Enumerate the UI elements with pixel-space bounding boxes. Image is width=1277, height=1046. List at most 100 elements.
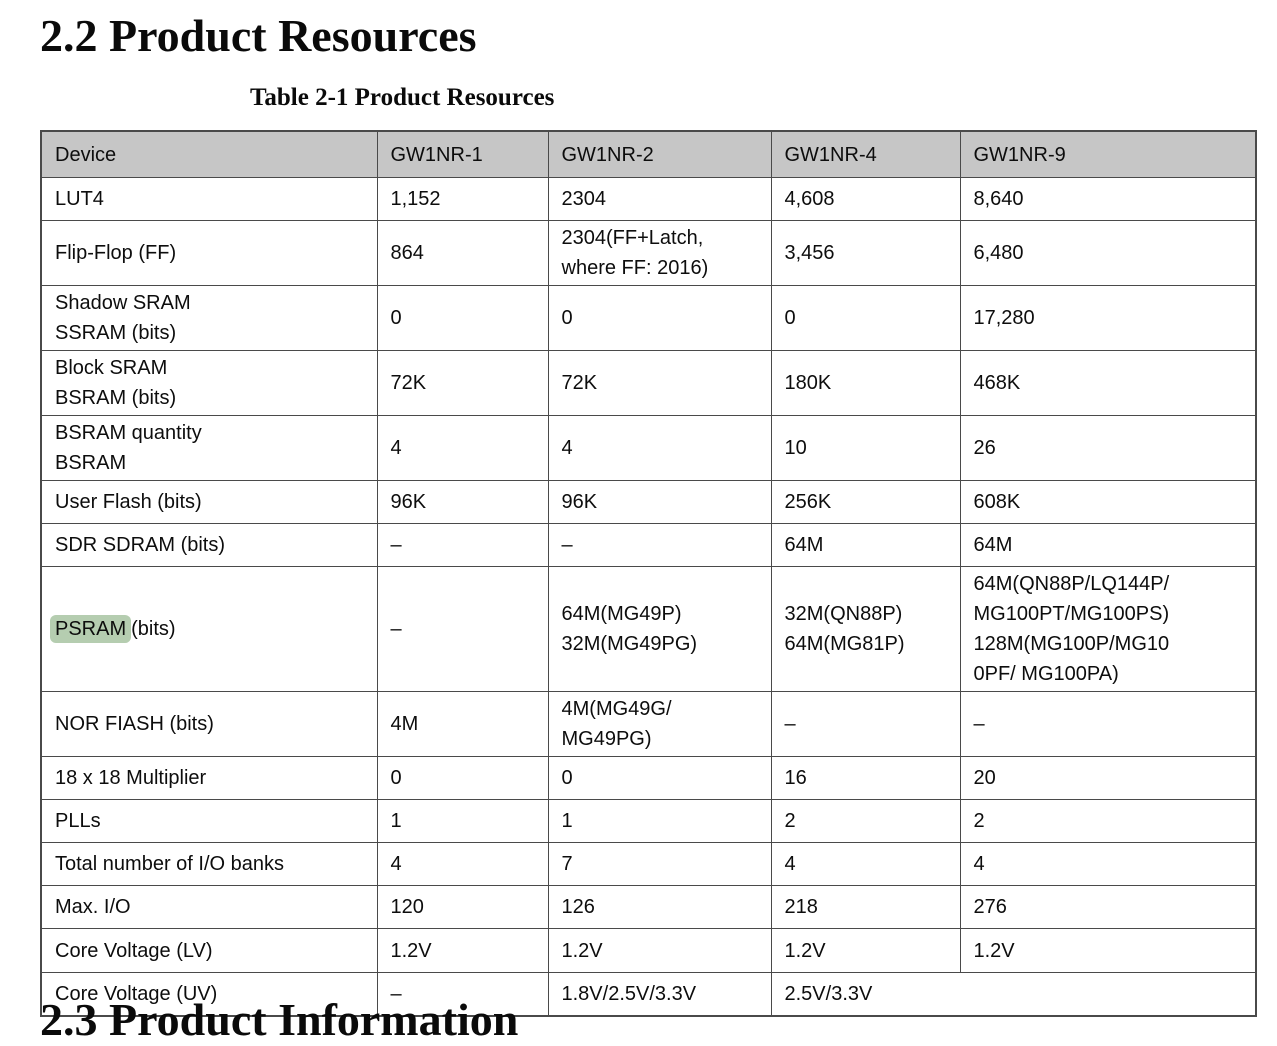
value-cell: 4,608 <box>770 177 961 221</box>
table-caption: Table 2-1 Product Resources <box>250 84 555 111</box>
value-cell: 180K <box>770 350 961 416</box>
value-cell: 64M <box>959 523 1257 567</box>
value-cell: 218 <box>770 885 961 929</box>
value-cell: 2304 <box>547 177 772 221</box>
row-label-cell: NOR FIASH (bits) <box>40 691 378 757</box>
document-page: { "page": { "section_title": "2.2 Produc… <box>40 10 1257 1045</box>
value-cell: 10 <box>770 415 961 481</box>
value-cell: 4M(MG49G/ MG49PG) <box>547 691 772 757</box>
value-cell: 468K <box>959 350 1257 416</box>
table-row: Block SRAM BSRAM (bits) 72K 72K 180K 468K <box>40 350 1257 416</box>
row-label-cell: Block SRAM BSRAM (bits) <box>40 350 378 416</box>
value-cell: 608K <box>959 480 1257 524</box>
value-cell: 26 <box>959 415 1257 481</box>
row-label-cell: Max. I/O <box>40 885 378 929</box>
row-label-cell: Core Voltage (UV) <box>40 972 378 1016</box>
table-row: Core Voltage (LV) 1.2V 1.2V 1.2V 1.2V <box>40 928 1257 973</box>
value-cell: 1.2V <box>770 928 961 973</box>
next-section-title: 2.3 Product Information <box>40 994 519 1045</box>
value-cell: 0 <box>376 285 549 351</box>
value-cell: – <box>376 566 549 692</box>
value-cell: 1 <box>547 799 772 843</box>
value-cell: 2304(FF+Latch, where FF: 2016) <box>547 220 772 286</box>
value-cell: 16 <box>770 756 961 800</box>
table-row: NOR FIASH (bits) 4M 4M(MG49G/ MG49PG) – – <box>40 691 1257 757</box>
value-cell: 0 <box>547 285 772 351</box>
value-cell: 3,456 <box>770 220 961 286</box>
value-cell: 1 <box>376 799 549 843</box>
column-header: GW1NR-9 <box>959 130 1257 178</box>
value-cell: – <box>376 523 549 567</box>
value-cell: 120 <box>376 885 549 929</box>
value-cell: 1.2V <box>547 928 772 973</box>
value-cell: 6,480 <box>959 220 1257 286</box>
value-cell: 276 <box>959 885 1257 929</box>
table-row: Total number of I/O banks 4 7 4 4 <box>40 842 1257 886</box>
value-cell: 4M <box>376 691 549 757</box>
value-cell: 1.8V/2.5V/3.3V <box>547 972 772 1016</box>
value-cell: 72K <box>547 350 772 416</box>
row-label-cell: Total number of I/O banks <box>40 842 378 886</box>
column-header: GW1NR-1 <box>376 130 549 178</box>
value-cell: 4 <box>770 842 961 886</box>
table-row: SDR SDRAM (bits) – –64M 64M <box>40 523 1257 567</box>
value-cell: 1.2V <box>959 928 1257 973</box>
column-header: GW1NR-2 <box>547 130 772 178</box>
value-cell: 96K <box>547 480 772 524</box>
row-label-cell: SDR SDRAM (bits) <box>40 523 378 567</box>
search-highlight: PSRAM <box>50 615 132 643</box>
value-cell: 96K <box>376 480 549 524</box>
row-label-cell: PSRAM (bits) <box>40 566 378 692</box>
value-cell: 2 <box>770 799 961 843</box>
column-header: Device <box>40 130 378 178</box>
row-label-cell: Flip-Flop (FF) <box>40 220 378 286</box>
value-cell: 4 <box>376 415 549 481</box>
row-label-cell: User Flash (bits) <box>40 480 378 524</box>
value-cell: – <box>770 691 961 757</box>
table-row: PSRAM (bits) –64M(MG49P) 32M(MG49PG) 32M(QN… <box>40 566 1257 692</box>
value-cell: 864 <box>376 220 549 286</box>
row-label-cell: Shadow SRAM SSRAM (bits) <box>40 285 378 351</box>
value-cell: 126 <box>547 885 772 929</box>
row-label-cell: Core Voltage (LV) <box>40 928 378 973</box>
value-cell: 32M(QN88P) 64M(MG81P) <box>770 566 961 692</box>
value-cell: 72K <box>376 350 549 416</box>
value-cell: 64M(QN88P/LQ144P/ MG100PT/MG100PS) 128M(… <box>959 566 1257 692</box>
value-cell: 4 <box>547 415 772 481</box>
table-row: PLLs 1 1 2 2 <box>40 799 1257 843</box>
value-cell: – <box>547 523 772 567</box>
value-cell: 0 <box>376 756 549 800</box>
value-cell: 0 <box>547 756 772 800</box>
column-header: GW1NR-4 <box>770 130 961 178</box>
value-cell: 4 <box>959 842 1257 886</box>
table-row: BSRAM quantity BSRAM 4 4 10 26 <box>40 415 1257 481</box>
table-row: Shadow SRAM SSRAM (bits) 0 0 0 17,280 <box>40 285 1257 351</box>
value-cell: 64M(MG49P) 32M(MG49PG) <box>547 566 772 692</box>
value-cell: 20 <box>959 756 1257 800</box>
value-cell: – <box>376 972 549 1016</box>
value-cell: 256K <box>770 480 961 524</box>
table-row: User Flash (bits) 96K 96K 256K 608K <box>40 480 1257 524</box>
value-cell: 2 <box>959 799 1257 843</box>
table-row: Core Voltage (UV) –1.8V/2.5V/3.3V 2.5V/3.3… <box>40 972 1257 1016</box>
row-label-cell: PLLs <box>40 799 378 843</box>
table-row: 18 x 18 Multiplier 0 0 16 20 <box>40 756 1257 800</box>
value-cell: 1,152 <box>376 177 549 221</box>
value-cell: 1.2V <box>376 928 549 973</box>
value-cell: 7 <box>547 842 772 886</box>
row-label-rest: (bits) <box>131 618 176 640</box>
value-cell: 0 <box>770 285 961 351</box>
value-cell: 4 <box>376 842 549 886</box>
product-resources-table: Device GW1NR-1 GW1NR-2 GW1NR-4 GW1NR-9 LUT4 1… <box>40 130 1257 1017</box>
table-row: Max. I/O 120 126 218 276 <box>40 885 1257 929</box>
table-row: LUT4 1,152 2304 4,608 8,640 <box>40 177 1257 221</box>
value-cell: – <box>959 691 1257 757</box>
row-label-cell: LUT4 <box>40 177 378 221</box>
value-cell: 64M <box>770 523 961 567</box>
row-label-cell: 18 x 18 Multiplier <box>40 756 378 800</box>
row-label-cell: BSRAM quantity BSRAM <box>40 415 378 481</box>
value-cell: 2.5V/3.3V <box>770 972 1257 1016</box>
value-cell: 8,640 <box>959 177 1257 221</box>
table-row: Flip-Flop (FF) 864 2304(FF+Latch, where FF… <box>40 220 1257 286</box>
table-header-row: Device GW1NR-1 GW1NR-2 GW1NR-4 GW1NR-9 <box>40 130 1257 178</box>
